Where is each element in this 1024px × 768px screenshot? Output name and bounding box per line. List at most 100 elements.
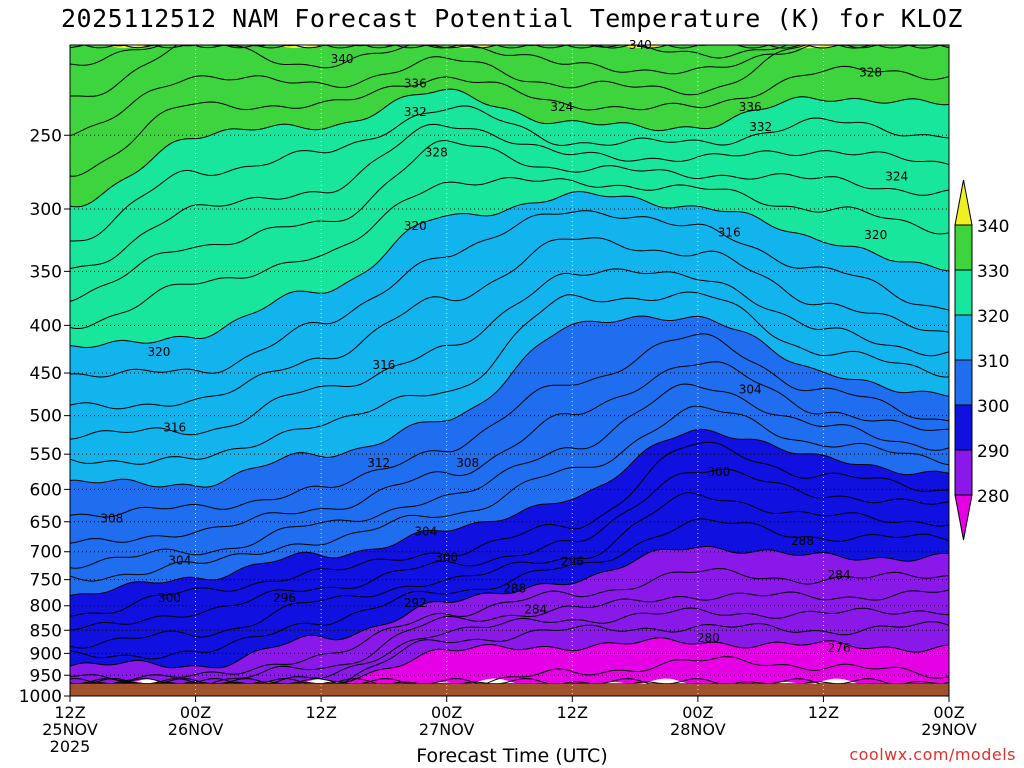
contour-314: [70, 268, 949, 440]
contour-316: [70, 237, 949, 410]
contour-326: [70, 123, 949, 269]
contour-label: 304: [739, 383, 762, 397]
contour-label: 308: [100, 512, 123, 526]
y-tick-label: 600: [30, 480, 62, 500]
contour-318: [70, 210, 949, 378]
contour-label: 300: [158, 591, 181, 605]
contour-304: [70, 383, 949, 569]
y-tick-label: 650: [30, 513, 62, 533]
y-tick-label: 250: [30, 126, 62, 146]
contour-label-layer: 3403403363363323323283283243243203203203…: [100, 38, 908, 655]
y-tick-label: 400: [30, 316, 62, 336]
contour-label: 308: [456, 456, 479, 470]
contour-312: [70, 291, 949, 465]
contour-label: 332: [749, 120, 772, 134]
contour-label: 328: [859, 65, 882, 79]
x-tick-label: 00Z: [180, 703, 211, 722]
contour-label: 304: [414, 525, 437, 539]
plot-frame: [69, 44, 950, 697]
x-tick-label: 12Z: [557, 703, 588, 722]
x-tick-label: 26NOV: [168, 720, 224, 739]
colorbar-tick-label: 340: [977, 217, 1009, 237]
grid-layer: [69, 45, 950, 697]
contour-310: [70, 315, 949, 488]
contour-label: 320: [864, 228, 887, 242]
x-tick-label: 00Z: [933, 703, 964, 722]
contour-label: 288: [791, 534, 814, 548]
contour-278: [70, 656, 949, 685]
x-tick-label: 25NOV: [42, 720, 98, 739]
band-340-360: [107, 45, 877, 49]
x-tick-label: 27NOV: [419, 720, 475, 739]
y-tick-label: 450: [30, 364, 62, 384]
colorbar-tick-label: 320: [977, 307, 1009, 327]
contour-294: [70, 492, 949, 649]
contour-label: 336: [739, 100, 762, 114]
contour-288: [70, 568, 949, 682]
x-tick-label: 12Z: [54, 703, 85, 722]
colorbar-tick-label: 310: [977, 352, 1009, 372]
contour-label: 336: [404, 77, 427, 91]
contour-298: [70, 441, 949, 617]
colorbar-segment: [954, 314, 973, 361]
y-tick-label: 1000: [19, 687, 62, 707]
contour-330: [70, 88, 949, 208]
y-tick-label: 800: [30, 597, 62, 617]
colorbar-tick-label: 290: [977, 442, 1009, 462]
contour-label: 300: [707, 465, 730, 479]
y-tick-label: 750: [30, 571, 62, 591]
x-tick-label: 00Z: [431, 703, 462, 722]
contour-308: [70, 333, 949, 518]
band-330-340: [70, 45, 949, 207]
x-tick-label: 00Z: [682, 703, 713, 722]
contour-302: [70, 405, 949, 582]
contour-label: 288: [503, 582, 526, 596]
contour-label: 284: [524, 602, 547, 616]
colorbar-segment: [954, 224, 973, 271]
contour-label: 292: [404, 596, 427, 610]
band-290-300: [70, 429, 949, 668]
colorbar-tick-label: 280: [977, 487, 1009, 507]
y-tick-label: 550: [30, 445, 62, 465]
contour-label: 320: [404, 219, 427, 233]
y-tick-label: 700: [30, 543, 62, 563]
contour-label: 296: [273, 591, 296, 605]
contour-286: [70, 589, 949, 685]
contour-336: [70, 45, 949, 97]
colorbar: 280 290 300 310 320 330 340: [954, 179, 1009, 541]
x-tick-label: 12Z: [305, 703, 336, 722]
x-tick-label: 12Z: [808, 703, 839, 722]
contour-label: 280: [697, 631, 720, 645]
contour-label: 296: [561, 554, 584, 568]
y-tick-label: 500: [30, 407, 62, 427]
y-axis: 250 300 350 400 450 500 550 600 650 700 750 800 850 9…: [19, 126, 70, 707]
y-tick-label: 350: [30, 262, 62, 282]
colorbar-segment: [954, 404, 973, 451]
y-tick-label: 900: [30, 644, 62, 664]
x-tick-label: 29NOV: [921, 720, 977, 739]
colorbar-min-triangle: [954, 494, 973, 541]
colorbar-segment: [954, 359, 973, 406]
chart-title: 2025112512 NAM Forecast Potential Temper…: [61, 4, 963, 33]
y-tick-label: 850: [30, 621, 62, 641]
contour-label: 312: [367, 456, 390, 470]
contour-label: 328: [425, 146, 448, 160]
colorbar-tick-label: 330: [977, 262, 1009, 282]
colorbar-segment: [954, 449, 973, 496]
contour-label: 304: [168, 553, 191, 567]
contour-328: [70, 105, 949, 242]
band-300-310: [70, 316, 949, 596]
contour-label: 316: [718, 226, 741, 240]
contour-296: [70, 468, 949, 631]
y-tick-label: 300: [30, 200, 62, 220]
colorbar-segment: [954, 269, 973, 316]
band-310-320: [70, 191, 949, 488]
x-tick-label: 28NOV: [670, 720, 726, 739]
credit-link[interactable]: coolwx.com/models: [849, 745, 1016, 764]
contour-334: [70, 45, 921, 137]
y-tick-label: 950: [30, 666, 62, 686]
contour-label: 340: [331, 52, 354, 66]
x-axis-title: Forecast Time (UTC): [416, 745, 608, 767]
